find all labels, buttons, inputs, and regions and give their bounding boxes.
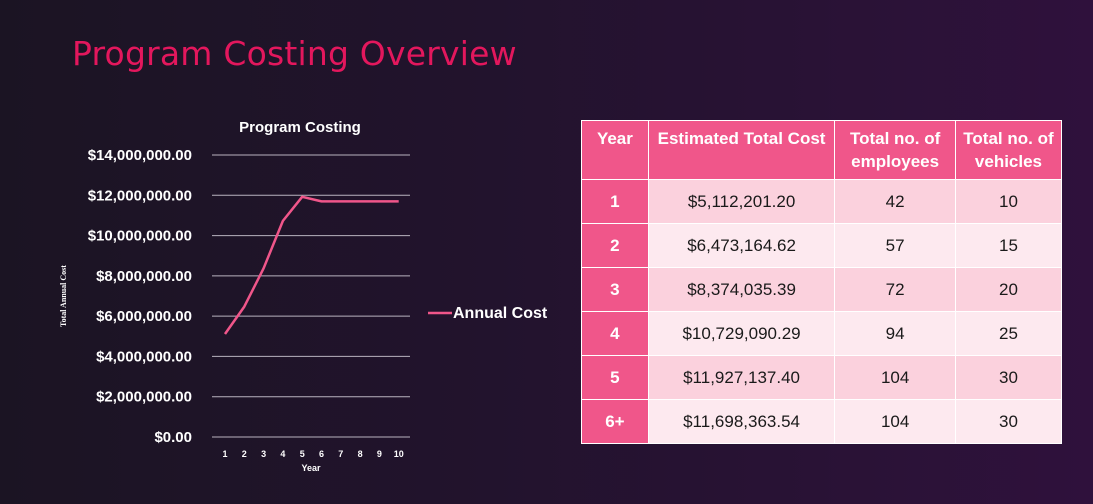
x-tick-label: 5 bbox=[300, 449, 305, 459]
y-tick-label: $14,000,000.00 bbox=[88, 147, 192, 164]
cell-year: 4 bbox=[581, 311, 649, 356]
cell-employees: 104 bbox=[834, 399, 956, 444]
x-tick-label: 9 bbox=[377, 449, 382, 459]
cell-year: 1 bbox=[581, 179, 649, 224]
legend-label: Annual Cost bbox=[453, 305, 548, 322]
header-year: Year bbox=[581, 120, 649, 180]
x-tick-label: 7 bbox=[338, 449, 343, 459]
cell-employees: 104 bbox=[834, 355, 956, 400]
x-tick-label: 4 bbox=[280, 449, 285, 459]
x-tick-label: 1 bbox=[222, 449, 227, 459]
cell-year: 5 bbox=[581, 355, 649, 400]
x-tick-label: 6 bbox=[319, 449, 324, 459]
table-header-row: Year Estimated Total Cost Total no. of e… bbox=[581, 120, 1063, 180]
cell-employees: 94 bbox=[834, 311, 956, 356]
page-title: Program Costing Overview bbox=[72, 34, 517, 73]
cell-employees: 42 bbox=[834, 179, 956, 224]
y-tick-label: $12,000,000.00 bbox=[88, 187, 192, 204]
cell-vehicles: 15 bbox=[954, 223, 1063, 268]
cell-vehicles: 30 bbox=[954, 399, 1063, 444]
x-tick-label: 2 bbox=[242, 449, 247, 459]
cell-year: 3 bbox=[581, 267, 649, 312]
table-row: 5 $11,927,137.40 104 30 bbox=[581, 355, 1063, 400]
cell-year: 2 bbox=[581, 223, 649, 268]
table-row: 6+ $11,698,363.54 104 30 bbox=[581, 399, 1063, 444]
table-row: 1 $5,112,201.20 42 10 bbox=[581, 179, 1063, 224]
x-axis-label: Year bbox=[301, 463, 321, 473]
y-tick-label: $0.00 bbox=[154, 429, 192, 446]
cell-employees: 72 bbox=[834, 267, 956, 312]
series-line bbox=[223, 195, 399, 335]
cell-year: 6+ bbox=[581, 399, 649, 444]
y-tick-label: $10,000,000.00 bbox=[88, 228, 192, 245]
y-tick-label: $6,000,000.00 bbox=[96, 308, 192, 325]
line-chart: Program Costing $0.00 $2,000,000.00 $4,000,… bbox=[59, 119, 548, 473]
cell-estimated-cost: $6,473,164.62 bbox=[647, 223, 836, 268]
cost-table: Year Estimated Total Cost Total no. of e… bbox=[581, 120, 1063, 444]
cell-estimated-cost: $11,927,137.40 bbox=[647, 355, 836, 400]
table-row: 2 $6,473,164.62 57 15 bbox=[581, 223, 1063, 268]
header-total-vehicles: Total no. of vehicles bbox=[954, 120, 1063, 180]
y-tick-label: $8,000,000.00 bbox=[96, 268, 192, 285]
table-row: 4 $10,729,090.29 94 25 bbox=[581, 311, 1063, 356]
table-row: 3 $8,374,035.39 72 20 bbox=[581, 267, 1063, 312]
y-tick-label: $2,000,000.00 bbox=[96, 389, 192, 406]
y-axis-label: Total Annual Cost bbox=[59, 265, 68, 327]
cell-vehicles: 10 bbox=[954, 179, 1063, 224]
header-estimated-total-cost: Estimated Total Cost bbox=[647, 120, 836, 180]
cell-estimated-cost: $5,112,201.20 bbox=[647, 179, 836, 224]
x-tick-label: 10 bbox=[394, 449, 404, 459]
cell-vehicles: 20 bbox=[954, 267, 1063, 312]
x-tick-label: 3 bbox=[261, 449, 266, 459]
cell-vehicles: 30 bbox=[954, 355, 1063, 400]
cell-estimated-cost: $10,729,090.29 bbox=[647, 311, 836, 356]
cell-vehicles: 25 bbox=[954, 311, 1063, 356]
chart-svg: Program Costing $0.00 $2,000,000.00 $4,000,… bbox=[59, 119, 548, 473]
chart-title: Program Costing bbox=[239, 119, 361, 136]
x-tick-label: 8 bbox=[358, 449, 363, 459]
cell-estimated-cost: $11,698,363.54 bbox=[647, 399, 836, 444]
cell-employees: 57 bbox=[834, 223, 956, 268]
header-total-employees: Total no. of employees bbox=[834, 120, 956, 180]
y-tick-label: $4,000,000.00 bbox=[96, 348, 192, 365]
cell-estimated-cost: $8,374,035.39 bbox=[647, 267, 836, 312]
